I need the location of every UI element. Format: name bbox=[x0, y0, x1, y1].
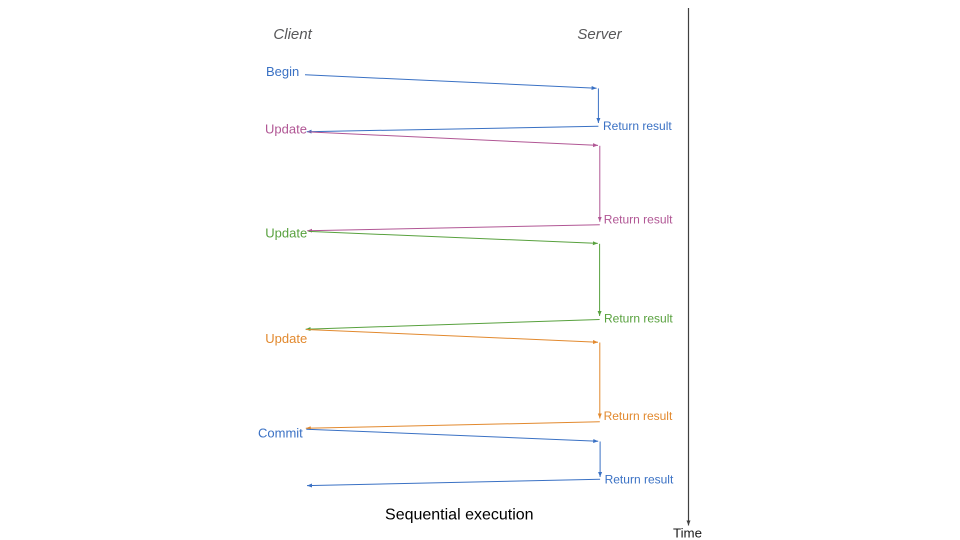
svg-text:Update: Update bbox=[265, 226, 307, 241]
svg-text:Return result: Return result bbox=[605, 472, 674, 486]
svg-text:Return result: Return result bbox=[603, 119, 672, 133]
svg-text:Update: Update bbox=[265, 121, 307, 136]
svg-text:Server: Server bbox=[577, 26, 622, 43]
svg-text:Return result: Return result bbox=[604, 409, 673, 423]
svg-text:Begin: Begin bbox=[266, 64, 299, 79]
svg-text:Sequential execution: Sequential execution bbox=[385, 507, 534, 524]
svg-text:Update: Update bbox=[265, 331, 307, 346]
svg-text:Time: Time bbox=[673, 525, 702, 540]
svg-text:Return result: Return result bbox=[604, 312, 673, 326]
svg-text:Client: Client bbox=[273, 26, 312, 43]
svg-text:Return result: Return result bbox=[604, 212, 673, 226]
svg-text:Commit: Commit bbox=[258, 425, 303, 440]
